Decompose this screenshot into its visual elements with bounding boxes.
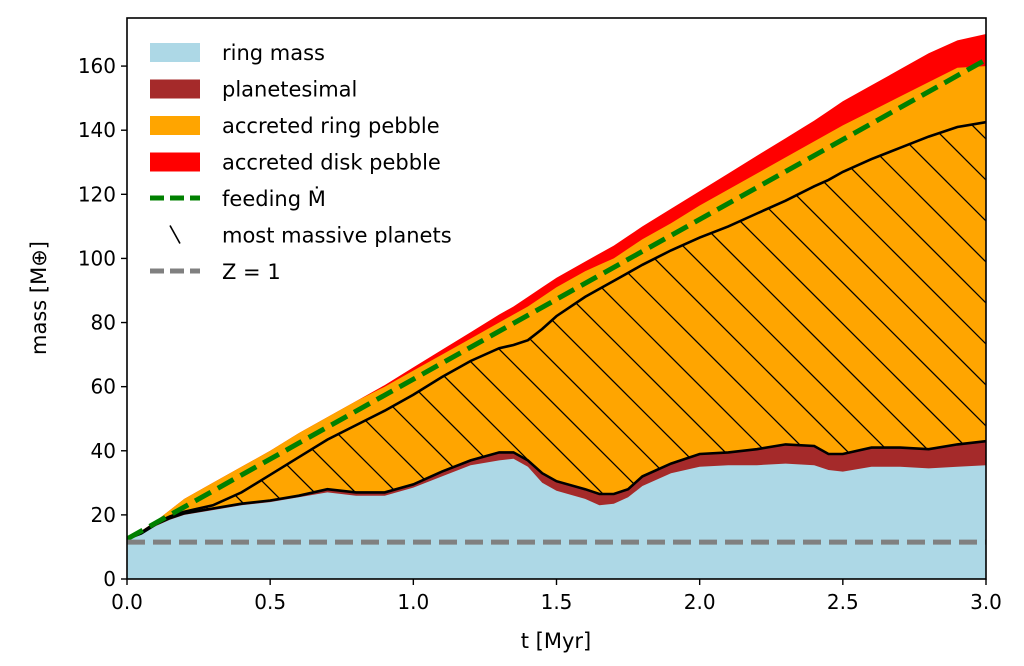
ring-mass-area	[127, 458, 986, 579]
hatch-line	[659, 122, 986, 539]
hatch-line	[127, 122, 402, 539]
legend-label-ring-mass: ring mass	[222, 41, 325, 65]
hatch-line	[700, 122, 986, 539]
y-tick-label: 20	[91, 503, 116, 527]
x-tick-label: 0.5	[254, 590, 286, 614]
legend-swatch-most-massive-planets	[169, 225, 181, 244]
x-tick-label: 1.0	[397, 590, 429, 614]
hatch-line	[127, 122, 156, 539]
y-tick-label: 120	[78, 182, 116, 206]
legend-label-accreted-disk-pebble: accreted disk pebble	[222, 151, 441, 175]
x-tick-label: 3.0	[970, 590, 1002, 614]
legend-label-planetesimal: planetesimal	[222, 78, 357, 102]
hatch-line	[618, 122, 986, 539]
legend-label-feeding: feeding Ṁ	[222, 186, 326, 211]
y-tick-label: 160	[78, 54, 116, 78]
planetesimal-boundary-line	[127, 439, 986, 541]
hatch-line	[988, 18, 1024, 579]
legend-label-z-1: Z = 1	[222, 260, 281, 284]
x-tick-label: 2.0	[684, 590, 716, 614]
legend-swatch-planetesimal	[150, 79, 200, 99]
y-tick-label: 140	[78, 118, 116, 142]
y-tick-label: 40	[91, 439, 116, 463]
x-tick-label: 0.0	[111, 590, 143, 614]
y-axis-label: mass [M⊕]	[27, 241, 51, 355]
plot-lines	[127, 57, 986, 545]
legend-swatch-accreted-ring-pebble	[150, 116, 200, 135]
x-tick-label: 1.5	[541, 590, 573, 614]
hatch-line	[536, 122, 986, 539]
y-axis: 0 20 40 60 80 100 120 140 160	[78, 54, 127, 591]
x-tick-label: 2.5	[827, 590, 859, 614]
feeding-rate-line	[127, 57, 986, 542]
x-axis-label: t [Myr]	[521, 629, 591, 653]
y-tick-label: 0	[103, 567, 116, 591]
y-tick-label: 60	[91, 375, 116, 399]
x-axis: 0.0 0.5 1.0 1.5 2.0 2.5 3.0	[111, 579, 1002, 614]
legend-swatch-ring-mass	[150, 43, 200, 62]
hatch-line	[577, 122, 986, 539]
y-tick-label: 80	[91, 311, 116, 335]
most-massive-planets-line	[127, 120, 986, 541]
hatch-line	[127, 122, 361, 539]
legend-label-accreted-ring-pebble: accreted ring pebble	[222, 114, 440, 138]
legend: ring mass planetesimal accreted ring pebbl…	[150, 41, 452, 284]
legend-label-most-massive-planets: most massive planets	[222, 224, 452, 248]
plot-area	[127, 34, 986, 579]
hatch-line	[0, 18, 114, 579]
y-tick-label: 100	[78, 246, 116, 270]
legend-swatch-accreted-disk-pebble	[150, 152, 200, 172]
